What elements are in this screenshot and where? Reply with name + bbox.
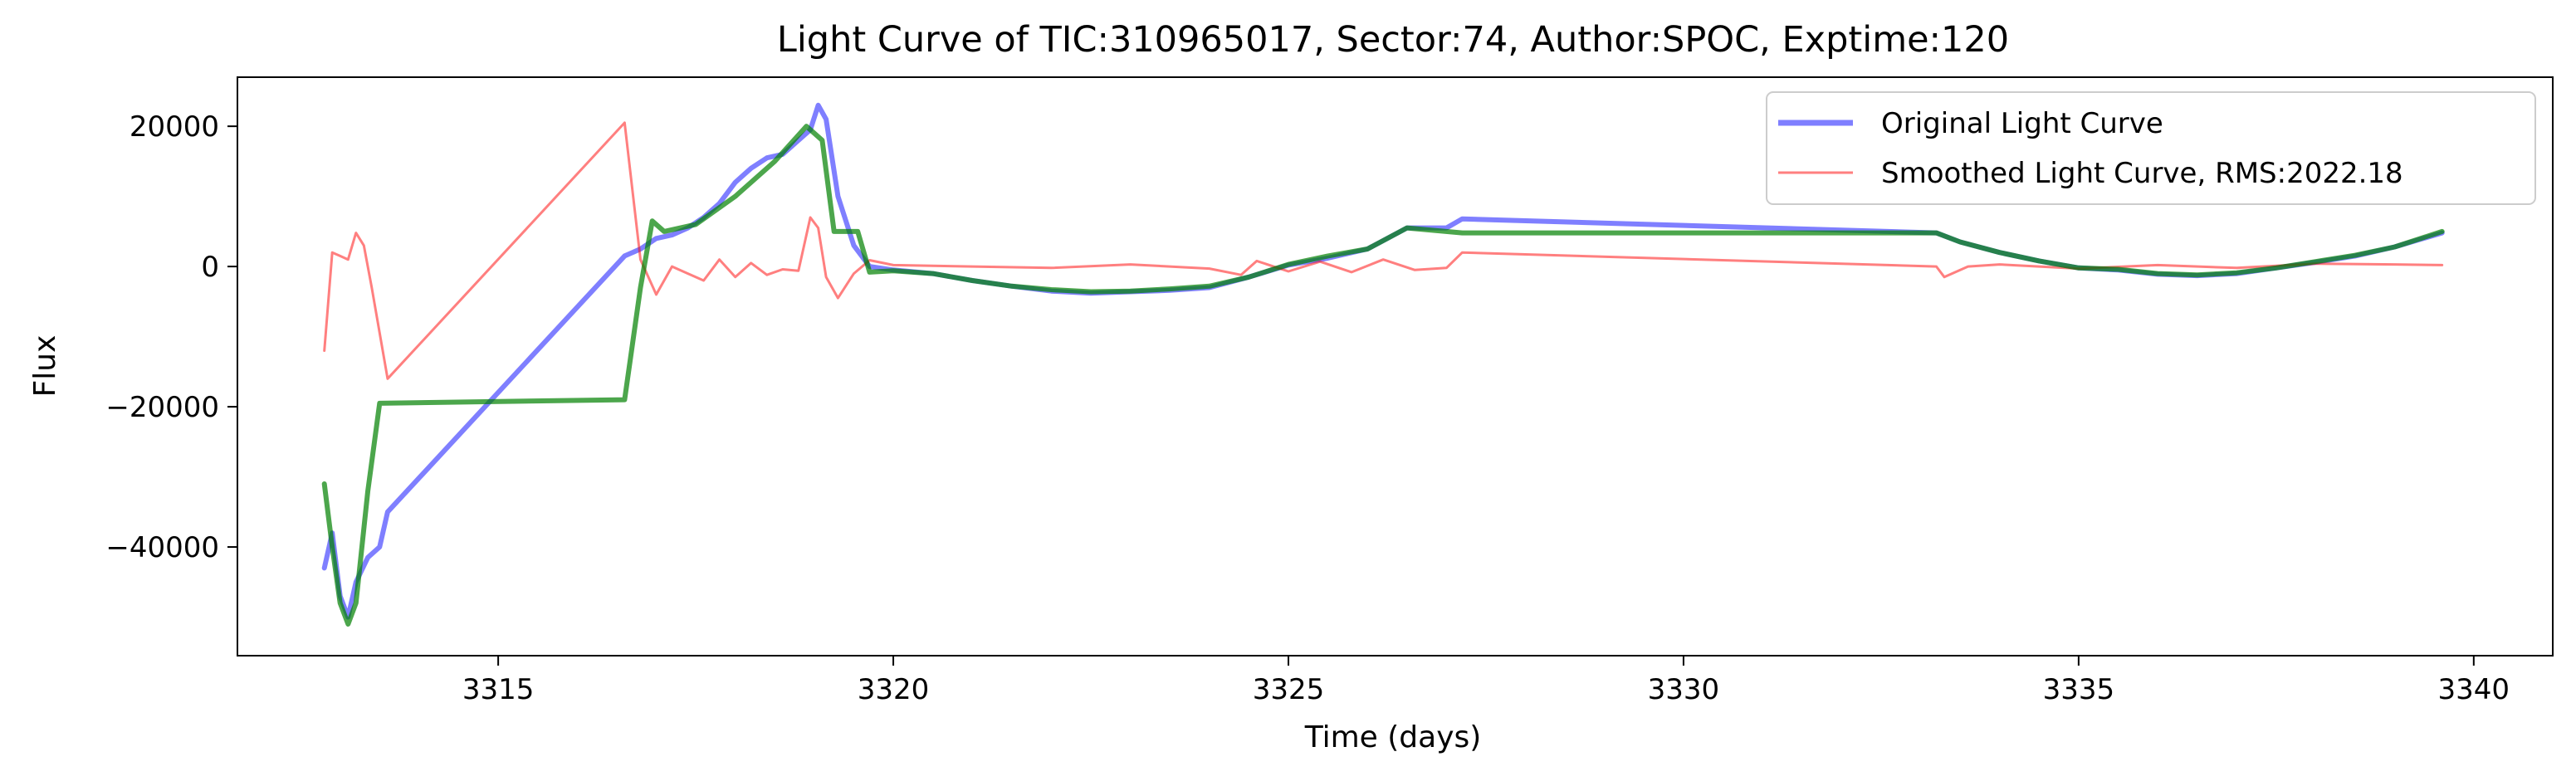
y-tick-label: −20000 [105,391,219,424]
chart-title: Light Curve of TIC:310965017, Sector:74,… [777,19,2009,61]
x-tick-label: 3315 [462,673,535,706]
x-tick-label: 3330 [1648,673,1720,706]
y-axis: 20000 0 −20000 −40000 [105,110,237,564]
series-line-fit [321,124,2445,627]
series-line-smoothed [323,121,2444,380]
legend-box [1766,91,2536,205]
axes-frame [237,76,2554,657]
x-axis-label: Time (days) [1304,720,1482,754]
x-tick-label: 3340 [2438,673,2510,706]
x-axis: 3315 3320 3325 3330 3335 3340 [462,656,2510,706]
y-tick-label: 20000 [130,110,219,144]
x-tick-label: 3335 [2043,673,2115,706]
y-axis-label: Flux [28,335,62,398]
legend: Original Light Curve Smoothed Light Curv… [1766,91,2536,205]
plot-area [321,102,2445,627]
x-tick-label: 3325 [1253,673,1325,706]
legend-label-smoothed: Smoothed Light Curve, RMS:2022.18 [1881,157,2403,190]
y-tick-label: 0 [201,251,219,284]
legend-label-original: Original Light Curve [1881,107,2163,140]
y-tick-label: −40000 [105,531,219,564]
x-tick-label: 3320 [858,673,930,706]
